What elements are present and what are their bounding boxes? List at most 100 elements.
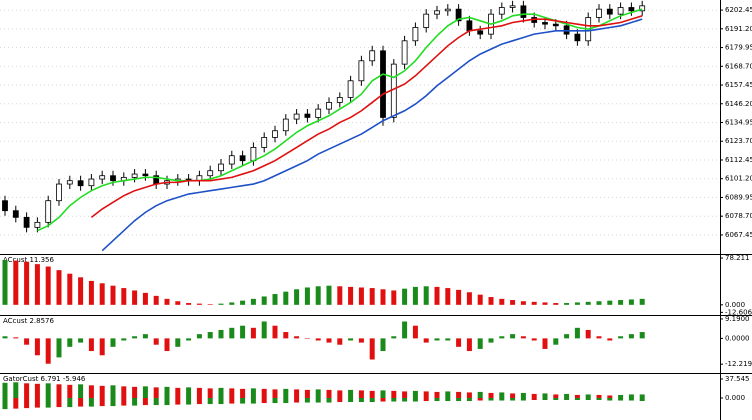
histogram-bar [261, 397, 267, 404]
histogram-bar [391, 390, 397, 398]
histogram-bar [348, 286, 354, 305]
histogram-bar [294, 397, 300, 403]
histogram-bar [283, 332, 289, 339]
histogram-bar [78, 397, 84, 407]
histogram-bar [358, 287, 364, 305]
histogram-bar [585, 394, 591, 398]
histogram-bar [553, 338, 559, 345]
candle-body [358, 60, 365, 82]
histogram-bar [24, 383, 30, 398]
histogram-bar [564, 334, 570, 339]
y-tick-label: 6179.95 [725, 44, 752, 52]
candle-body [293, 113, 300, 120]
candle-body [12, 210, 19, 218]
histogram-bar [121, 386, 127, 398]
histogram-bar [423, 286, 429, 305]
histogram-bar [153, 387, 159, 398]
histogram-bar [477, 294, 483, 305]
histogram-bar [56, 397, 62, 408]
histogram-bar [132, 336, 138, 339]
histogram-bar [132, 397, 138, 406]
histogram-bar [304, 389, 310, 398]
histogram-bar [542, 397, 548, 401]
candle-body [315, 108, 322, 118]
histogram-bar [520, 336, 526, 339]
histogram-bar [121, 397, 127, 406]
candle-body [596, 8, 602, 18]
histogram-bar [164, 397, 170, 406]
histogram-bar [207, 397, 213, 405]
candle-body [380, 50, 386, 118]
histogram-bar [423, 391, 429, 398]
histogram-bar [2, 382, 8, 398]
histogram-bar [175, 397, 181, 405]
histogram-bar [110, 338, 116, 347]
histogram-bar [207, 332, 213, 339]
histogram-bar [423, 397, 429, 402]
y-tick-label: 6089.95 [725, 193, 752, 201]
histogram-bar [510, 393, 516, 398]
histogram-bar [445, 391, 451, 398]
y-tick-label: 0.000 [725, 301, 745, 309]
histogram-bar [596, 394, 602, 398]
histogram-bar [13, 397, 19, 409]
histogram-bar [445, 338, 451, 341]
histogram-bar [240, 388, 246, 398]
histogram-bar [542, 393, 548, 398]
moving-average-line [37, 8, 643, 232]
histogram-bar [294, 389, 300, 398]
histogram-bar [434, 391, 440, 398]
histogram-bar [510, 397, 516, 401]
candle-body [542, 22, 548, 25]
histogram-bar [456, 391, 462, 398]
candle-body [88, 178, 95, 187]
histogram-bar [628, 299, 634, 305]
histogram-bar [283, 291, 289, 305]
histogram-bar [466, 392, 472, 398]
histogram-bar [456, 397, 462, 402]
histogram-bar [412, 286, 418, 305]
histogram-bar [67, 273, 73, 305]
histogram-bar [477, 338, 483, 349]
histogram-bar [326, 397, 332, 403]
candle-body [423, 13, 430, 28]
histogram-bar [78, 277, 84, 305]
histogram-bar [240, 300, 246, 305]
histogram-bar [358, 397, 364, 403]
histogram-bar [229, 388, 235, 398]
histogram-bar [132, 290, 138, 305]
candle-body [207, 170, 214, 177]
histogram-bar [240, 397, 246, 404]
candle-body [239, 155, 246, 162]
histogram-bar [78, 338, 84, 343]
histogram-bar [380, 338, 386, 352]
histogram-bar [88, 338, 94, 352]
candle-body [131, 173, 138, 178]
histogram-bar [574, 327, 580, 339]
histogram-bar [380, 397, 386, 402]
histogram-bar [412, 390, 418, 398]
histogram-bar [639, 397, 645, 402]
histogram-bar [337, 397, 343, 403]
y-tick-label: 6146.20 [725, 100, 752, 108]
histogram-bar [121, 338, 127, 341]
histogram-bar [402, 321, 408, 339]
histogram-bar [402, 391, 408, 398]
y-tick-label: 37.545 [725, 375, 750, 383]
histogram-bar [34, 383, 40, 398]
candle-body [574, 33, 581, 42]
histogram-bar [585, 301, 591, 305]
histogram-bar [24, 261, 30, 305]
histogram-bar [229, 397, 235, 404]
histogram-bar [34, 264, 40, 305]
histogram-bar [639, 394, 645, 398]
histogram-bar [13, 260, 19, 305]
histogram-bar [326, 285, 332, 305]
histogram-bar [369, 397, 375, 403]
candle-body [477, 30, 484, 35]
histogram-bar [488, 338, 494, 343]
histogram-bar [88, 280, 94, 305]
candle-body [218, 163, 224, 172]
